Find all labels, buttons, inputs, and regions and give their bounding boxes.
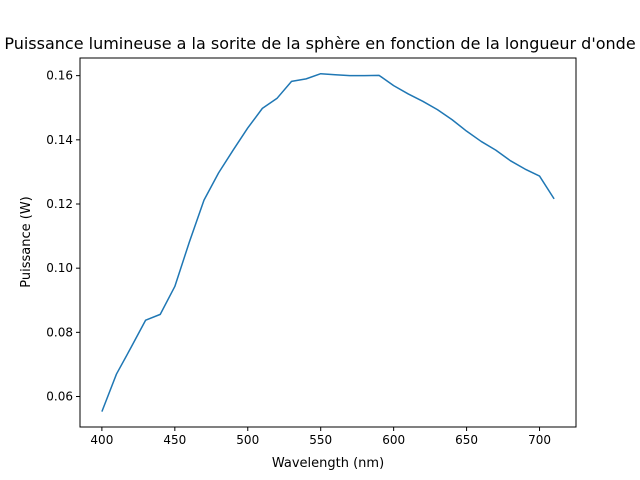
x-tick-label: 700	[528, 433, 551, 447]
x-axis: 400 450 500 550 600 650 700	[90, 427, 551, 447]
x-tick-label: 450	[163, 433, 186, 447]
y-tick-label: 0.14	[46, 133, 73, 147]
y-axis-label: Puissance (W)	[19, 196, 34, 288]
y-tick-label: 0.08	[46, 325, 73, 339]
y-tick-label: 0.06	[46, 390, 73, 404]
y-tick-label: 0.16	[46, 69, 73, 83]
chart-title: Puissance lumineuse a la sorite de la sp…	[4, 34, 635, 53]
x-tick-label: 550	[309, 433, 332, 447]
y-tick-label: 0.10	[46, 261, 73, 275]
y-tick-label: 0.12	[46, 197, 73, 211]
x-axis-label: Wavelength (nm)	[272, 456, 384, 471]
x-tick-label: 650	[455, 433, 478, 447]
y-axis: 0.06 0.08 0.10 0.12 0.14 0.16	[46, 69, 80, 404]
x-tick-label: 500	[236, 433, 259, 447]
x-tick-label: 400	[90, 433, 113, 447]
plot-area	[101, 72, 555, 412]
plot-frame	[79, 57, 577, 428]
x-tick-label: 600	[382, 433, 405, 447]
series-line-0	[101, 72, 555, 412]
